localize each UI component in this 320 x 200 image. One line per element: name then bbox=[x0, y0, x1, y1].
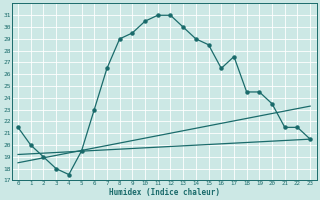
X-axis label: Humidex (Indice chaleur): Humidex (Indice chaleur) bbox=[108, 188, 220, 197]
